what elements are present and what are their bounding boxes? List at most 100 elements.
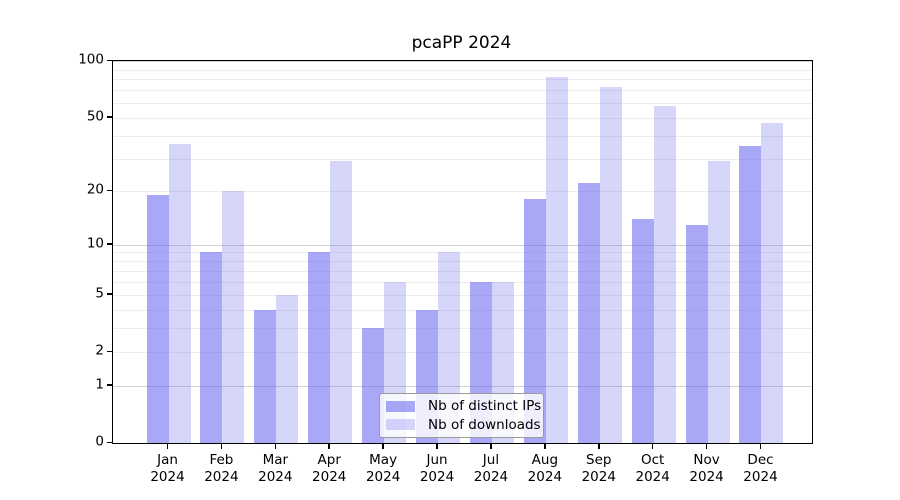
x-tick-month: Sep — [586, 452, 612, 468]
y-tick-label: 100 — [78, 51, 104, 68]
y-tick-label: 10 — [86, 234, 104, 251]
x-tick-mark — [490, 443, 492, 449]
x-tick-mark — [705, 443, 708, 449]
y-tick-label: 1 — [95, 375, 104, 392]
y-tick-mark — [107, 441, 112, 443]
gridline-minor — [113, 69, 812, 71]
legend-label-distinct-ips: Nb of distinct IPs — [428, 398, 542, 415]
y-tick-label: 20 — [86, 181, 104, 198]
legend: Nb of distinct IPs Nb of downloads — [379, 393, 544, 438]
x-tick-mark — [436, 443, 438, 449]
x-tick-month: Jun — [426, 452, 448, 468]
gridline-minor — [113, 309, 812, 311]
bar-distinct-ips-feb — [200, 252, 223, 443]
x-tick-year: 2024 — [743, 468, 778, 485]
bar-distinct-ips-mar — [254, 309, 277, 443]
x-tick-year: 2024 — [312, 468, 347, 485]
bar-distinct-ips-aug — [523, 199, 546, 443]
bar-downloads-aug — [545, 77, 568, 443]
bar-downloads-jan — [168, 144, 191, 443]
x-tick-label: Oct 2024 — [623, 452, 683, 486]
gridline-minor — [113, 79, 812, 81]
x-tick-label: Aug 2024 — [515, 452, 575, 486]
x-tick-year: 2024 — [689, 468, 724, 485]
x-tick-label: Dec 2024 — [730, 452, 790, 486]
bar-downloads-oct — [653, 105, 676, 443]
chart-title: pcaPP 2024 — [411, 33, 512, 53]
x-tick-year: 2024 — [258, 468, 293, 485]
gridline-minor — [113, 117, 812, 119]
bar-downloads-sep — [599, 86, 622, 443]
x-tick-year: 2024 — [419, 468, 455, 485]
x-tick-year: 2024 — [150, 468, 185, 485]
x-tick-label: Nov 2024 — [677, 452, 737, 486]
gridline-minor — [113, 158, 812, 160]
x-tick-label: Jun 2024 — [407, 452, 467, 486]
x-tick-mark — [274, 443, 277, 449]
x-tick-mark — [166, 443, 169, 449]
x-tick-month: Aug — [531, 452, 559, 468]
legend-label-downloads: Nb of downloads — [428, 416, 541, 433]
x-tick-month: Nov — [693, 452, 720, 468]
legend-swatch-downloads — [386, 419, 415, 431]
x-tick-label: Jan 2024 — [138, 452, 198, 486]
gridline-major — [113, 385, 812, 387]
bar-distinct-ips-oct — [631, 218, 654, 443]
x-tick-label: May 2024 — [353, 452, 413, 486]
bar-downloads-nov — [707, 161, 730, 443]
y-tick-label: 5 — [95, 284, 104, 301]
gridline-minor — [113, 270, 812, 272]
bar-distinct-ips-dec — [739, 146, 762, 443]
x-tick-month: Feb — [209, 452, 234, 468]
bar-downloads-apr — [330, 161, 353, 443]
x-tick-label: Jul 2024 — [461, 452, 521, 486]
x-tick-month: Dec — [747, 452, 774, 468]
y-tick-mark — [107, 243, 112, 245]
gridline-major — [113, 61, 812, 62]
x-tick-label: Sep 2024 — [569, 452, 629, 486]
y-tick-mark — [107, 189, 112, 191]
x-tick-year: 2024 — [527, 468, 563, 485]
bar-downloads-dec — [761, 122, 784, 443]
gridline-minor — [113, 90, 812, 92]
x-tick-year: 2024 — [581, 468, 616, 485]
x-tick-label: Apr 2024 — [299, 452, 359, 486]
bar-distinct-ips-may — [362, 328, 385, 443]
x-tick-year: 2024 — [635, 468, 670, 485]
gridline-minor — [113, 294, 812, 296]
x-tick-year: 2024 — [204, 468, 239, 485]
y-tick-mark — [107, 116, 112, 118]
x-tick-mark — [759, 443, 762, 449]
x-tick-month: Apr — [317, 452, 341, 468]
bar-distinct-ips-sep — [577, 183, 600, 443]
plot-area — [112, 60, 813, 444]
x-tick-mark — [328, 443, 330, 449]
x-tick-month: May — [369, 452, 398, 468]
legend-swatch-distinct-ips — [386, 400, 415, 412]
x-tick-month: Oct — [641, 452, 665, 468]
bar-distinct-ips-jan — [146, 195, 169, 443]
x-tick-month: Jul — [482, 452, 500, 468]
gridline-major — [113, 244, 812, 246]
y-tick-label: 0 — [95, 433, 104, 450]
gridline-minor — [113, 261, 812, 263]
gridline-minor — [113, 281, 812, 283]
y-tick-label: 50 — [86, 107, 104, 124]
x-tick-mark — [651, 443, 654, 449]
x-tick-mark — [544, 443, 546, 449]
y-tick-mark — [107, 293, 112, 295]
y-tick-label: 2 — [95, 342, 104, 359]
bar-downloads-feb — [222, 191, 245, 443]
gridline-minor — [113, 252, 812, 254]
legend-item-distinct-ips: Nb of distinct IPs — [386, 398, 541, 414]
y-tick-mark — [107, 350, 112, 353]
legend-item-downloads: Nb of downloads — [386, 417, 541, 433]
gridline-minor — [113, 328, 812, 330]
x-tick-label: Mar 2024 — [245, 452, 305, 486]
bar-downloads-mar — [276, 294, 299, 443]
gridline-minor — [113, 191, 812, 192]
x-tick-mark — [382, 443, 384, 449]
gridline-minor — [113, 352, 812, 354]
x-tick-month: Jan — [157, 452, 178, 468]
